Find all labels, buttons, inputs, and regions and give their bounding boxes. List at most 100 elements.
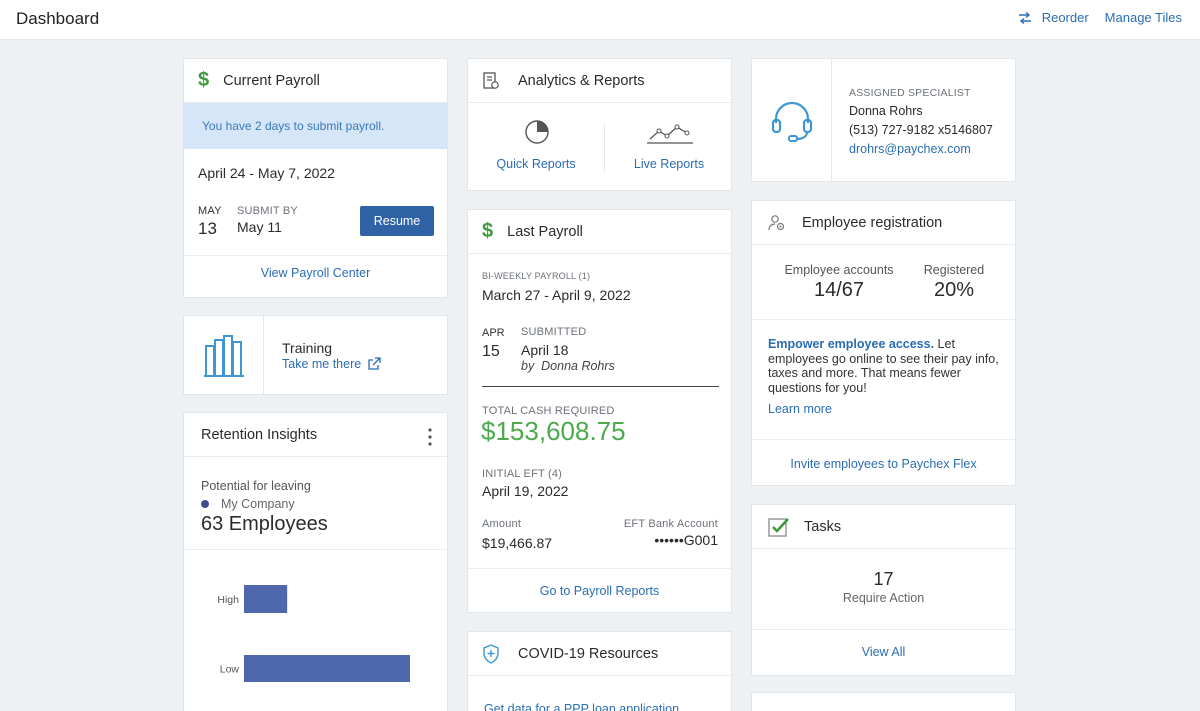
report-icon bbox=[483, 71, 499, 89]
initial-eft-label: INITIAL EFT (4) bbox=[482, 468, 563, 480]
total-cash-label: TOTAL CASH REQUIRED bbox=[482, 405, 615, 417]
tasks-count: 17 bbox=[873, 569, 894, 589]
reorder-link[interactable]: Reorder bbox=[1041, 10, 1089, 25]
card-title: Analytics & Reports bbox=[518, 72, 645, 89]
top-bar: Dashboard Reorder Manage Tiles bbox=[0, 0, 1200, 40]
payroll-reports-link[interactable]: Go to Payroll Reports bbox=[539, 584, 660, 598]
card-header: $ Last Payroll bbox=[468, 210, 731, 254]
shield-plus-icon bbox=[483, 643, 499, 664]
total-cash-value: $153,608.75 bbox=[481, 416, 626, 446]
registered-stat: Registered 20% bbox=[912, 263, 996, 302]
submitted-date: April 18 bbox=[521, 342, 569, 358]
accounts-value: 14/67 bbox=[813, 279, 865, 301]
legend: My Company bbox=[201, 497, 295, 511]
amount-value: $19,466.87 bbox=[482, 535, 553, 551]
card-title: Current Payroll bbox=[223, 72, 320, 89]
bar-low bbox=[244, 655, 410, 682]
empower-heading: Empower employee access. bbox=[768, 337, 935, 351]
more-options-icon[interactable] bbox=[427, 427, 433, 447]
bank-account-label: EFT Bank Account bbox=[623, 518, 718, 530]
employee-registration-card: Employee registration Employee accounts … bbox=[751, 200, 1016, 486]
card-header: Tasks bbox=[752, 505, 1015, 549]
header-actions: Reorder Manage Tiles bbox=[1018, 10, 1182, 25]
payroll-type-label: BI-WEEKLY PAYROLL (1) bbox=[482, 271, 591, 281]
legend-label: My Company bbox=[221, 497, 295, 511]
training-link-wrap[interactable]: Take me there bbox=[282, 357, 381, 371]
resume-button[interactable]: Resume bbox=[360, 206, 434, 236]
specialist-card: ASSIGNED SPECIALIST Donna Rohrs (513) 72… bbox=[751, 58, 1016, 182]
empower-text: Empower employee access. Let employees g… bbox=[768, 337, 1008, 395]
amount-label: Amount bbox=[482, 518, 522, 530]
last-payroll-month: APR bbox=[482, 327, 505, 339]
live-reports-tile[interactable]: Live Reports bbox=[605, 117, 733, 177]
quick-reports-link[interactable]: Quick Reports bbox=[496, 157, 576, 171]
tasks-card: Tasks 17 Require Action View All bbox=[751, 504, 1016, 676]
current-payroll-card: $ Current Payroll You have 2 days to sub… bbox=[183, 58, 448, 298]
retention-bar-chart: High Low bbox=[217, 585, 410, 682]
payroll-alert-banner: You have 2 days to submit payroll. bbox=[184, 103, 447, 149]
invite-employees-link[interactable]: Invite employees to Paychex Flex bbox=[790, 457, 977, 471]
card-title: Last Payroll bbox=[507, 223, 583, 240]
external-link-icon[interactable] bbox=[367, 357, 381, 371]
payroll-period: April 24 - May 7, 2022 bbox=[198, 165, 335, 181]
manage-tiles-link[interactable]: Manage Tiles bbox=[1104, 10, 1182, 25]
dollar-icon: $ bbox=[198, 69, 210, 91]
legend-dot bbox=[201, 500, 209, 508]
retention-insights-card: Retention Insights Potential for leaving… bbox=[183, 412, 448, 711]
specialist-email-link[interactable]: drohrs@paychex.com bbox=[849, 142, 971, 156]
view-payroll-center-link[interactable]: View Payroll Center bbox=[260, 266, 371, 280]
line-graph-icon bbox=[647, 124, 693, 144]
card-header: Analytics & Reports bbox=[468, 59, 731, 103]
view-all-tasks-link[interactable]: View All bbox=[861, 645, 906, 659]
category-label-high: High bbox=[217, 594, 239, 606]
card-title: Employee registration bbox=[802, 214, 943, 231]
card-header: $ Current Payroll bbox=[184, 59, 447, 103]
specialist-phone: (513) 727-9182 x5146807 bbox=[849, 123, 993, 137]
learn-more-link[interactable]: Learn more bbox=[768, 402, 832, 416]
checkbox-checked-icon bbox=[768, 517, 789, 537]
pie-chart-icon bbox=[525, 120, 549, 144]
last-payroll-period: March 27 - April 9, 2022 bbox=[482, 287, 631, 303]
registered-value: 20% bbox=[933, 279, 975, 301]
last-payroll-card: $ Last Payroll BI-WEEKLY PAYROLL (1) Mar… bbox=[467, 209, 732, 613]
submit-by-date: May 11 bbox=[237, 219, 282, 235]
card-header: Retention Insights bbox=[184, 413, 447, 457]
empower-description: Let employees go online to see their pay… bbox=[768, 337, 999, 395]
analytics-reports-card: Analytics & Reports Quick Reports Live R… bbox=[467, 58, 732, 191]
page-title: Dashboard bbox=[16, 9, 100, 28]
reorder-icon[interactable] bbox=[1018, 11, 1032, 24]
ppp-loan-link[interactable]: Get data for a PPP loan application bbox=[484, 702, 680, 711]
last-payroll-day: 15 bbox=[482, 343, 500, 360]
tasks-label: Require Action bbox=[842, 591, 925, 605]
submit-by-label: SUBMIT BY bbox=[237, 205, 298, 217]
card-title: COVID-19 Resources bbox=[518, 645, 659, 662]
books-icon bbox=[204, 335, 244, 377]
card-title: Tasks bbox=[804, 518, 842, 535]
bank-account-value: ••••••G001 bbox=[654, 532, 718, 548]
training-card: Training Take me there bbox=[183, 315, 448, 395]
user-gear-icon bbox=[768, 214, 785, 230]
registered-label: Registered bbox=[923, 263, 985, 277]
retention-subtitle: Potential for leaving bbox=[201, 479, 311, 493]
bar-high bbox=[244, 585, 288, 613]
take-me-there-link[interactable]: Take me there bbox=[282, 357, 362, 371]
accounts-stat: Employee accounts 14/67 bbox=[772, 263, 906, 302]
training-title: Training bbox=[282, 340, 333, 356]
category-label-low: Low bbox=[220, 664, 240, 676]
live-reports-link[interactable]: Live Reports bbox=[633, 157, 705, 171]
card-header: Employee registration bbox=[752, 201, 1015, 245]
specialist-label: ASSIGNED SPECIALIST bbox=[849, 87, 971, 99]
card-header: COVID-19 Resources bbox=[468, 632, 731, 676]
retention-chart: High Low bbox=[184, 563, 449, 703]
covid-resources-card: COVID-19 Resources Get data for a PPP lo… bbox=[467, 631, 732, 711]
submitted-label: SUBMITTED bbox=[521, 326, 587, 338]
employee-count: 63 Employees bbox=[201, 513, 328, 535]
dollar-icon: $ bbox=[482, 220, 494, 242]
card-title: Retention Insights bbox=[201, 426, 318, 443]
specialist-name: Donna Rohrs bbox=[849, 104, 923, 118]
payroll-day: 13 bbox=[198, 219, 217, 238]
payroll-month: MAY bbox=[198, 205, 222, 217]
accounts-label: Employee accounts bbox=[784, 263, 894, 277]
quick-reports-tile[interactable]: Quick Reports bbox=[468, 117, 604, 177]
initial-eft-date: April 19, 2022 bbox=[482, 483, 569, 499]
